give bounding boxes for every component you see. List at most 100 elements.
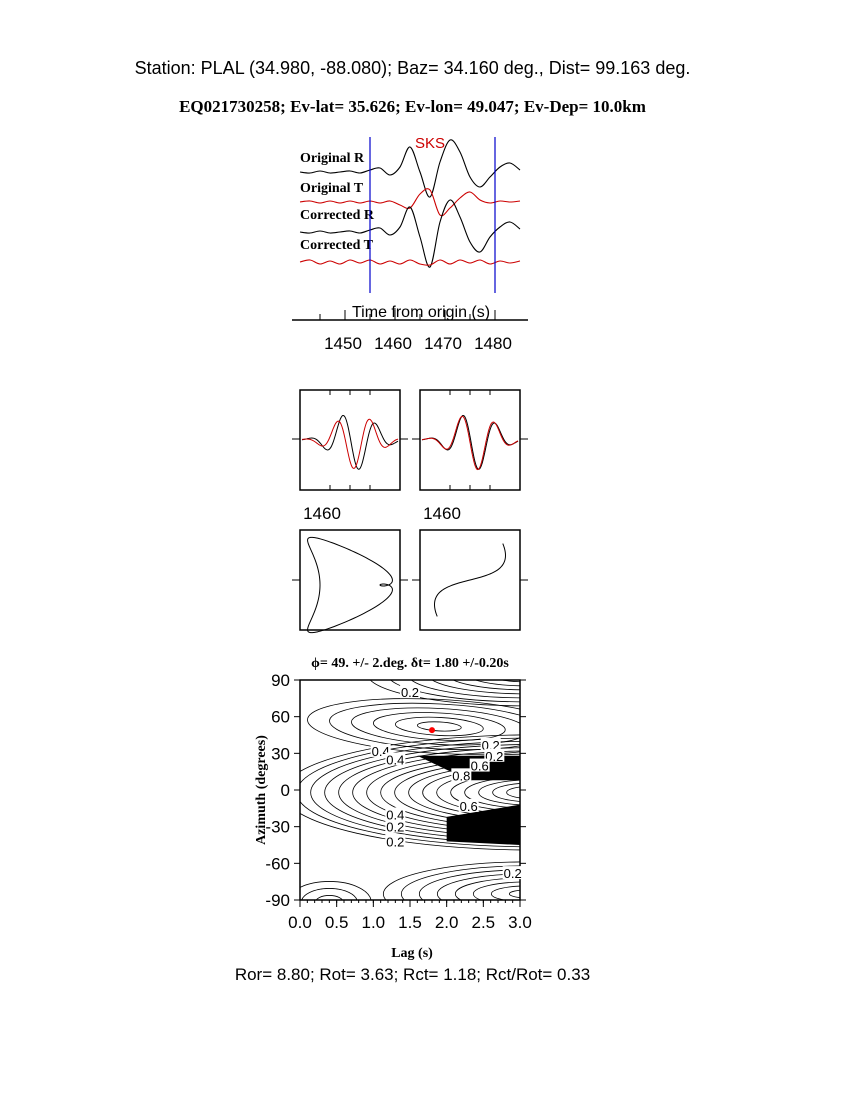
azimuth-tick-label: -30 (265, 818, 290, 837)
contour-lines (300, 670, 547, 900)
contour-line (422, 766, 520, 819)
contour-label: 0.2 (400, 685, 420, 700)
trace-original-r (299, 139, 521, 198)
dense-contour-region (446, 804, 520, 845)
contour-label-text: 0.2 (401, 685, 419, 700)
contour-line (506, 786, 520, 799)
azimuth-axis-label: Azimuth (degrees) (254, 735, 269, 845)
contour-label: 0.2 (502, 866, 523, 881)
contour-label-text: 0.2 (386, 834, 404, 849)
time-tick-label: 1470 (424, 334, 462, 353)
contour-line (307, 698, 520, 755)
contour-label-bg (385, 834, 406, 848)
trace-label-corrected-t: Corrected T (300, 238, 374, 253)
contour-label-text: 0.4 (386, 807, 404, 822)
original-particle-motion-box (299, 529, 401, 631)
contour-label-bg (385, 807, 406, 821)
corrected-window-trace-t (421, 415, 519, 471)
lag-tick-label: 2.0 (435, 913, 459, 932)
azimuth-tick-label: -90 (265, 891, 290, 910)
azimuth-tick-label: 30 (271, 744, 290, 763)
contour-label: 0.6 (458, 798, 479, 814)
contour-label-text: 0.6 (471, 759, 489, 774)
contour-line (507, 670, 547, 678)
contour-line (300, 881, 372, 900)
contour-line (394, 716, 484, 737)
contour-label-text: 0.6 (460, 799, 478, 814)
contour-label-bg (502, 866, 523, 880)
contour-line (418, 869, 520, 900)
contour-label-text: 0.4 (372, 744, 390, 759)
trace-corrected-r (299, 199, 521, 268)
contour-line (490, 885, 520, 900)
window-tick-label: 1460 (303, 504, 341, 523)
time-tick-label: 1460 (374, 334, 412, 353)
azimuth-tick-label: -60 (265, 854, 290, 873)
contour-label-bg (451, 768, 472, 782)
original-particle-motion (307, 536, 393, 634)
contour-line (408, 763, 520, 822)
contour-label-text: 0.4 (386, 752, 404, 767)
original-window-trace-t (301, 418, 399, 469)
contour-label: 0.4 (385, 807, 406, 822)
contour-label: 0.6 (469, 758, 490, 774)
original-window-trace-r (301, 414, 399, 470)
contour-label-bg (484, 748, 505, 762)
station-info-title: Station: PLAL (34.980, -88.080); Baz= 34… (134, 58, 691, 78)
contour-line (478, 779, 520, 806)
contour-label-bg (458, 798, 479, 812)
contour-line (436, 769, 520, 815)
corrected-window-trace-r (421, 414, 519, 470)
contour-plot: 0.20.20.4 0.20.4 0.60.80.60.40.20.20.20.0 0… (265, 670, 547, 932)
contour-line (390, 680, 520, 703)
contour-line (508, 889, 520, 898)
contour-line (400, 865, 520, 900)
contour-line (329, 702, 520, 751)
contour-line (300, 734, 520, 851)
contour-label: 0.2 (385, 819, 406, 835)
lag-axis-label: Lag (s) (391, 946, 433, 961)
azimuth-tick-label: 60 (271, 708, 290, 727)
trace-corrected-t (299, 259, 521, 266)
contour-line (366, 753, 520, 832)
contour-label: 0.4 (385, 752, 406, 767)
contour-line (380, 757, 520, 828)
contour-label: 0.8 (451, 768, 472, 783)
lag-tick-label: 3.0 (508, 913, 532, 932)
time-tick-label: 1480 (474, 334, 512, 353)
contour-line (472, 881, 520, 900)
lag-tick-label: 0.0 (288, 913, 312, 932)
contour-line (492, 783, 520, 802)
trace-label-corrected-r: Corrected R (300, 208, 375, 223)
contour-line (464, 776, 520, 809)
contour-line (324, 744, 520, 841)
contour-label-text: 0.2 (485, 749, 503, 764)
contour-label-bg (469, 758, 490, 772)
azimuth-tick-label: 90 (271, 671, 290, 690)
contour-label: 0.2 (484, 748, 505, 764)
contour-label-text: 0.2 (386, 820, 404, 835)
time-tick-label: 1450 (324, 334, 362, 353)
contour-label-bg (480, 737, 501, 751)
contour-label-text: 0.8 (452, 768, 470, 783)
contour-label-bg (385, 752, 406, 766)
event-info-title: EQ021730258; Ev-lat= 35.626; Ev-lon= 49.… (179, 97, 646, 116)
contour-label-text: 0.2 (504, 866, 522, 881)
contour-line (416, 721, 462, 732)
contour-line (338, 747, 520, 838)
time-axis-label: Time from origin (s) (352, 304, 490, 321)
best-fit-marker (429, 727, 435, 734)
phase-label: SKS (415, 135, 445, 152)
contour-label: 0.2 (385, 834, 406, 849)
contour-line (382, 861, 520, 900)
azimuth-tick-label: 0 (281, 781, 290, 800)
contour-line (310, 740, 520, 844)
lag-tick-label: 0.5 (325, 913, 349, 932)
original-waveforms-box (299, 389, 401, 491)
contour-title: ϕ= 49. +/- 2.deg. δt= 1.80 +/-0.20s (311, 656, 509, 671)
contour-line (454, 877, 520, 900)
corrected-particle-motion (434, 543, 506, 617)
contour-label-bg (385, 819, 406, 833)
window-tick-label: 1460 (423, 504, 461, 523)
